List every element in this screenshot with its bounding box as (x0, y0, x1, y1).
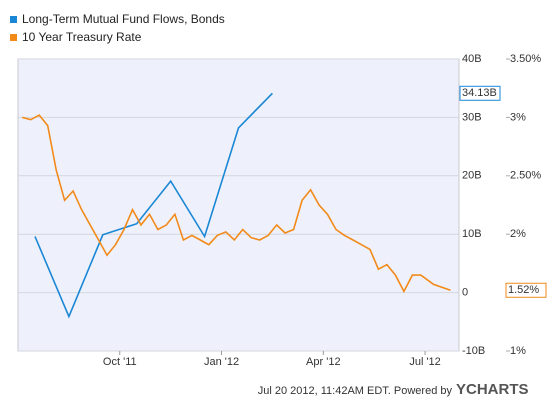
y-tick-label: -10B (462, 345, 485, 357)
y2-tick-label: 1% (510, 345, 526, 357)
y-tick-label: 20B (462, 170, 482, 182)
y-tick-label: 0 (462, 287, 468, 299)
x-tick-label: Apr '12 (306, 356, 341, 368)
series-line (21, 114, 451, 294)
brand: YCHARTS (456, 381, 529, 398)
legend-swatch (10, 16, 17, 23)
value-label: 34.13B (462, 87, 497, 99)
y2-tick-label: 2.50% (510, 170, 541, 182)
y-tick-label: 30B (462, 111, 482, 123)
y2-tick-label: 2% (510, 228, 526, 240)
value-label: 1.52% (508, 284, 539, 296)
x-tick-label: Oct '11 (103, 356, 137, 368)
y-tick-label: 40B (462, 53, 482, 65)
legend-label: 10 Year Treasury Rate (22, 30, 142, 44)
legend-label: Long-Term Mutual Fund Flows, Bonds (22, 12, 225, 26)
y2-tick-label: 3.50% (510, 53, 541, 65)
footer: Jul 20 2012, 11:42AM EDT. Powered by (258, 385, 453, 397)
plot-area (17, 58, 460, 352)
x-tick-label: Jul '12 (409, 356, 440, 368)
value-label-box (505, 282, 547, 298)
x-tick-label: Jan '12 (204, 356, 239, 368)
y-tick-label: 10B (462, 228, 482, 240)
series-line (34, 92, 273, 319)
y2-tick-label: 3% (510, 111, 526, 123)
value-label-box (459, 85, 501, 101)
legend-swatch (10, 34, 17, 41)
